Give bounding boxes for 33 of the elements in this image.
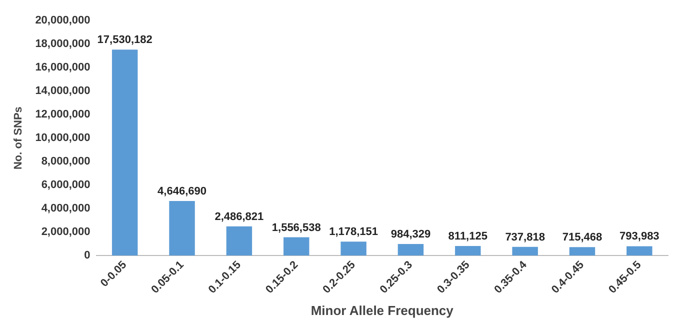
data-label: 715,468 [562,232,602,244]
y-tick-label: 20,000,000 [35,14,90,27]
bar [569,247,596,256]
bar [226,226,252,256]
data-label: 17,530,182 [97,34,152,46]
y-axis-title: No. of SNPs [12,106,25,170]
data-label: 1,178,151 [329,226,378,238]
data-label: 811,125 [448,230,488,243]
data-label: 1,556,538 [272,222,321,234]
bar [169,200,195,256]
bar [112,50,138,256]
data-label: 793,983 [620,230,660,243]
bar [626,246,652,256]
bar [455,246,481,256]
y-tick-label: 8,000,000 [41,156,90,168]
y-tick-label: 14,000,000 [35,85,90,98]
y-tick-label: 6,000,000 [41,179,90,192]
data-label: 2,486,821 [214,210,264,223]
bar [398,244,424,256]
x-axis-title: Minor Allele Frequency [310,302,454,318]
bar [340,242,366,256]
data-label: 737,818 [505,231,545,244]
y-tick-label: 2,000,000 [41,226,90,238]
bar [512,246,538,256]
y-tick-label: 10,000,000 [35,132,90,144]
data-label: 4,646,690 [158,185,206,198]
y-tick-label: 12,000,000 [35,108,90,121]
y-tick-label: 16,000,000 [35,62,90,74]
bar [284,237,310,256]
data-label: 984,329 [390,228,431,240]
y-tick-label: 18,000,000 [35,38,90,50]
y-tick-label: 4,000,000 [41,202,90,215]
y-tick-label: 0 [84,250,90,262]
